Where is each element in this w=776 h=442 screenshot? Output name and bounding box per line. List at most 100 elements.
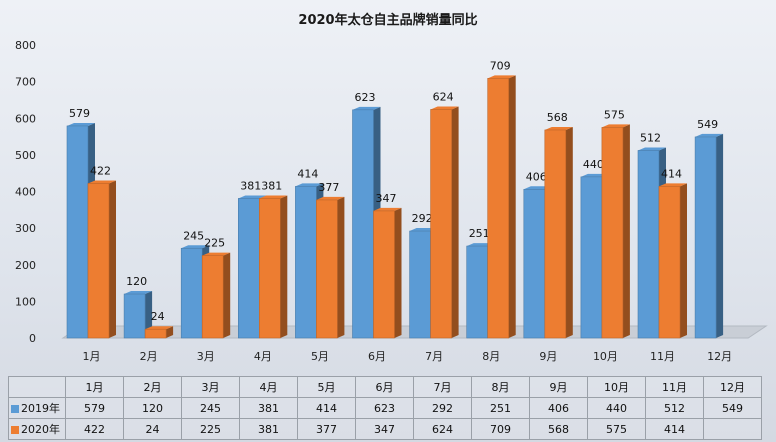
y-tick-label: 100 [15,295,36,308]
data-label: 709 [490,59,511,72]
bar [258,198,281,339]
data-table-row: 2019年 579 120 245 381 414 623 292 251 406 440 512 5… [8,397,762,419]
data-table-header-row: 1月 2月 3月 4月 5月 6月 7月 8月 9月 10月 11月 12月 [8,376,762,398]
x-tick-label: 3月 [197,350,215,363]
bar-top [659,183,687,187]
data-table-header-cell: 10月 [587,376,646,398]
bar [544,129,567,339]
y-tick-label: 300 [15,222,36,235]
data-table-cell: 414 [645,418,704,440]
bar-top [487,75,516,79]
bar [601,127,624,339]
data-label: 381 [240,179,261,192]
data-label: 623 [355,91,376,104]
bar [637,150,660,339]
x-tick-label: 6月 [368,350,386,363]
y-tick-label: 0 [29,332,36,345]
chart-plot: 0 100 200 300 400 500 600 700 800 1月 2月 3月 4月 5月 6月 7月 8… [15,39,768,363]
data-label: 624 [433,90,454,103]
x-tick-label: 9月 [539,350,557,363]
data-table-row: 2020年 422 24 225 381 377 347 624 709 568 575 414 [8,418,762,440]
bar [373,210,395,339]
data-label: 347 [376,192,397,205]
y-tick-label: 700 [15,76,36,89]
x-tick-label: 1月 [83,350,101,363]
bar [487,78,510,339]
data-table-cell: 512 [645,397,704,419]
bar-top [695,133,724,137]
data-label: 414 [661,167,682,180]
data-label: 512 [640,131,661,144]
data-table-header-cell: 8月 [471,376,530,398]
bar-side [280,195,288,338]
bar-side [680,183,687,338]
bar [201,255,224,339]
data-table-header-cell: 7月 [413,376,472,398]
data-table-cell: 381 [239,418,298,440]
y-tick-label: 500 [15,149,36,162]
data-table-cell: 245 [181,397,240,419]
bar [430,109,452,339]
bar-top [238,195,267,199]
data-table-cell: 377 [297,418,356,440]
legend-entry: 2019年 [8,397,66,419]
data-table-header-cell: 9月 [529,376,588,398]
legend-label: 2020年 [21,423,60,436]
data-label: 381 [261,179,282,192]
y-tick-label: 600 [15,112,36,125]
bar-top [544,126,573,130]
data-label: 377 [318,181,339,194]
data-table-header-cell: 5月 [297,376,356,398]
bar-top [124,291,153,295]
legend-swatch [11,405,19,413]
data-table-cell: 347 [355,418,414,440]
data-label: 251 [469,227,490,240]
data-table-cell: 381 [239,397,298,419]
bar-top [259,195,288,199]
bar-side [716,133,724,338]
bar-top [67,122,95,126]
data-table-cell: 292 [413,397,472,419]
bar [466,245,489,339]
x-tick-label: 7月 [425,350,443,363]
bar [123,293,146,339]
bar-side [109,180,116,338]
data-table-cell: 422 [65,418,124,440]
bar [352,109,374,339]
bar-side [223,252,231,338]
bar-top [373,207,402,211]
x-tick-label: 5月 [311,350,329,363]
data-table-header-cell: 1月 [65,376,124,398]
x-tick-label: 8月 [482,350,500,363]
bar [238,198,260,339]
bar-side [394,207,402,338]
data-label: 579 [69,107,90,120]
data-table-cell: 549 [703,397,762,419]
data-label: 120 [126,275,147,288]
bar [87,183,110,339]
data-label: 245 [183,229,204,242]
bar [66,125,89,339]
data-label: 292 [412,212,433,225]
bar-top [316,196,345,200]
x-tick-label: 2月 [140,350,158,363]
bar [694,136,717,339]
data-label: 422 [90,164,111,177]
bar-top [295,183,324,187]
data-table-cell: 568 [529,418,588,440]
data-table-cell: 575 [587,418,646,440]
data-table-cell: 225 [181,418,240,440]
data-table-cell: 709 [471,418,530,440]
data-label: 440 [583,158,604,171]
data-table-cell: 251 [471,397,530,419]
x-tick-label: 12月 [707,350,732,363]
data-table-header-cell: 6月 [355,376,414,398]
bar [580,176,603,339]
bar-top [352,106,381,110]
data-table-cell [703,418,762,440]
data-label: 575 [604,108,625,121]
bar-side [337,196,345,338]
data-table-header-cell: 2月 [123,376,182,398]
bar-top [181,245,210,249]
